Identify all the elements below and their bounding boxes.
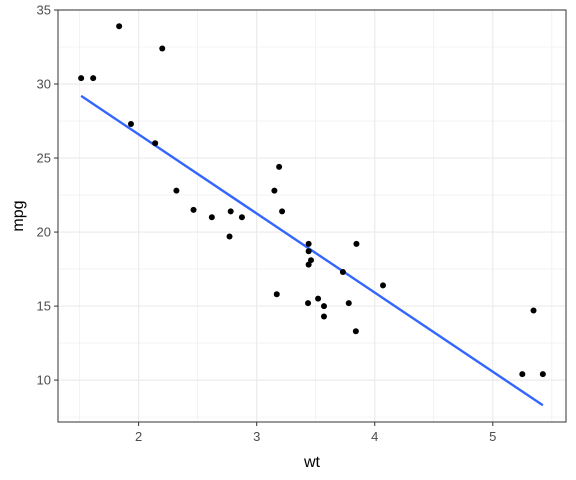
- y-tick-label: 10: [37, 373, 51, 388]
- data-point: [279, 208, 286, 215]
- y-axis-ticks: 10 15 20 25 30 35: [37, 3, 58, 388]
- fit-line-group: [80, 94, 544, 407]
- data-point: [238, 214, 245, 221]
- y-tick-label: 20: [37, 225, 51, 240]
- y-tick-label: 35: [37, 3, 51, 18]
- data-point: [78, 75, 85, 82]
- data-point: [320, 313, 327, 320]
- data-point: [305, 261, 312, 268]
- data-point: [305, 248, 312, 255]
- data-point: [271, 187, 278, 194]
- data-point: [519, 371, 526, 378]
- data-point: [345, 300, 352, 307]
- data-point: [276, 163, 283, 170]
- data-points: [78, 23, 546, 378]
- data-point: [190, 206, 197, 213]
- data-point: [226, 233, 233, 240]
- y-tick-label: 30: [37, 77, 51, 92]
- panel-border: [57, 9, 567, 423]
- data-point: [530, 307, 537, 314]
- data-point: [352, 328, 359, 335]
- x-tick-label: 2: [135, 429, 142, 444]
- data-point: [173, 187, 180, 194]
- data-point: [320, 303, 327, 310]
- data-point: [227, 208, 234, 215]
- data-point: [305, 300, 312, 307]
- y-tick-label: 25: [37, 151, 51, 166]
- data-point: [315, 295, 322, 302]
- data-point: [307, 257, 314, 264]
- data-point: [380, 282, 387, 289]
- data-point: [353, 240, 360, 247]
- y-axis-title: mpg: [10, 200, 27, 231]
- data-point: [159, 45, 166, 52]
- regression-line: [80, 94, 544, 407]
- x-tick-label: 5: [489, 429, 496, 444]
- data-point: [127, 120, 134, 127]
- data-point: [273, 291, 280, 298]
- data-point: [305, 240, 312, 247]
- x-tick-label: 3: [253, 429, 260, 444]
- data-point: [90, 75, 97, 82]
- x-axis-title: wt: [303, 454, 321, 471]
- grid-minor: [58, 10, 566, 422]
- x-axis-ticks: 2 3 4 5: [135, 422, 496, 444]
- x-tick-label: 4: [371, 429, 378, 444]
- data-point: [339, 269, 346, 276]
- y-tick-label: 15: [37, 299, 51, 314]
- data-point: [152, 140, 159, 147]
- data-point: [116, 23, 123, 30]
- data-point: [208, 214, 215, 221]
- data-point: [539, 371, 546, 378]
